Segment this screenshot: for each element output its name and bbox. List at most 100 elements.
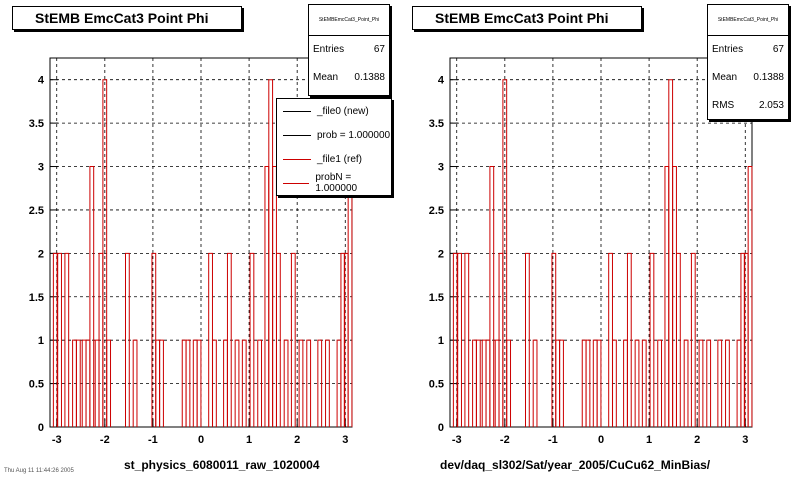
- histogram-bin: [747, 166, 753, 427]
- x-tick-label: 1: [646, 434, 652, 446]
- histogram-bin: [502, 79, 508, 427]
- stats-mean-label: Mean: [712, 72, 738, 83]
- histogram-bin: [185, 339, 191, 427]
- histogram-bin: [725, 339, 730, 427]
- histogram-bin: [226, 252, 232, 427]
- histogram-bin: [102, 79, 108, 427]
- stats-box-left: StEMBEmcCat3_Point_Phi Entries 67 Mean 0…: [308, 4, 390, 96]
- y-tick-label: 2.5: [429, 205, 444, 217]
- histogram-bin: [585, 339, 591, 427]
- histogram-bin: [457, 252, 462, 427]
- histogram-bin: [475, 339, 481, 427]
- histogram-bin: [317, 339, 323, 427]
- x-tick-label: 0: [598, 434, 604, 446]
- x-tick-label: -2: [500, 434, 510, 446]
- histogram-bin: [690, 252, 696, 427]
- histogram-bin: [596, 339, 602, 427]
- stats-box-right: StEMBEmcCat3_Point_Phi Entries 67 Mean 0…: [707, 4, 789, 120]
- histogram-bin: [706, 339, 712, 427]
- y-tick-label: 3: [38, 162, 44, 174]
- histogram-bin: [257, 339, 263, 427]
- x-tick-label: 1: [246, 434, 252, 446]
- stats-entries-row: Entries 67: [309, 36, 389, 64]
- y-tick-label: 3: [438, 162, 444, 174]
- histogram-bin: [525, 252, 530, 427]
- x-axis-label-right: dev/daq_sl302/Sat/year_2005/CuCu62_MinBi…: [440, 458, 711, 472]
- footer-timestamp: Thu Aug 11 11:44:26 2005: [4, 468, 74, 474]
- histogram-bin: [57, 252, 62, 427]
- histogram-bin: [249, 252, 255, 427]
- stats-mean-label: Mean: [313, 72, 339, 83]
- x-tick-label: -3: [452, 434, 462, 446]
- histogram-bin: [52, 252, 58, 427]
- legend-swatch: [283, 158, 311, 160]
- histogram-bin: [325, 339, 330, 427]
- stats-mean-value: 0.1388: [753, 72, 784, 83]
- stats-rms-row: RMS 2.053: [708, 92, 788, 120]
- x-tick-label: 2: [294, 434, 300, 446]
- legend-swatch: [283, 110, 311, 112]
- legend-swatch: [283, 134, 311, 136]
- x-tick-label: 2: [694, 434, 700, 446]
- histogram-bin: [241, 339, 247, 427]
- stats-entries-value: 67: [373, 44, 385, 55]
- histogram-bin: [489, 166, 495, 427]
- stats-rms-label: RMS: [712, 100, 735, 111]
- histogram-bin: [626, 252, 632, 427]
- histogram-bin: [452, 252, 458, 427]
- histogram-bin: [298, 339, 304, 427]
- histogram-bin: [506, 339, 512, 427]
- stats-header: StEMBEmcCat3_Point_Phi: [708, 5, 788, 36]
- legend-label: prob = 1.000000: [317, 129, 391, 141]
- histogram-plot-right: -3 -2 -1 0 1 2 3 0 0.5 1 1.5 2 2.5 3 3.5 4: [429, 57, 753, 446]
- histogram-bin: [212, 339, 217, 427]
- plot-title-left: StEMB EmcCat3 Point Phi: [12, 6, 242, 30]
- y-tick-label: 1: [38, 335, 44, 347]
- histogram-bin: [290, 252, 296, 427]
- histogram-bin: [159, 339, 164, 427]
- stats-entries-label: Entries: [712, 44, 744, 55]
- x-tick-label: 3: [742, 434, 748, 446]
- histogram-bin: [649, 252, 655, 427]
- legend-entry-probn: probN = 1.000000: [277, 171, 391, 195]
- legend-swatch: [283, 182, 310, 184]
- histogram-bin: [464, 252, 470, 427]
- histogram-bin: [717, 339, 723, 427]
- x-tick-label: -1: [148, 434, 158, 446]
- legend-label: _file0 (new): [317, 105, 369, 117]
- y-tick-label: 2.5: [29, 205, 44, 217]
- stats-mean-row: Mean 0.1388: [309, 64, 389, 92]
- legend-label: probN = 1.000000: [315, 172, 358, 194]
- x-tick-label: 3: [342, 434, 348, 446]
- legend-box: _file0 (new) prob = 1.000000 _file1 (ref…: [276, 98, 392, 196]
- histogram-bin: [283, 339, 289, 427]
- histogram-bin: [234, 339, 240, 427]
- y-tick-label: 0.5: [429, 379, 444, 391]
- x-tick-label: -2: [100, 434, 110, 446]
- stats-entries-value: 67: [772, 44, 784, 55]
- plot-title-right: StEMB EmcCat3 Point Phi: [412, 6, 642, 30]
- histogram-bin: [683, 339, 689, 427]
- y-tick-label: 0: [38, 422, 44, 434]
- histogram-bin: [657, 339, 663, 427]
- histogram-bin: [89, 166, 95, 427]
- y-tick-label: 0.5: [29, 379, 44, 391]
- histogram-bin: [641, 339, 647, 427]
- histogram-bin: [75, 339, 81, 427]
- y-tick-label: 2: [38, 248, 44, 260]
- legend-label: _file1 (ref): [317, 153, 363, 165]
- histogram-bin: [532, 339, 538, 427]
- y-tick-label: 4: [438, 75, 445, 87]
- y-tick-label: 3.5: [429, 118, 444, 130]
- histogram-bin: [64, 252, 70, 427]
- x-axis-label-left: st_physics_6080011_raw_1020004: [124, 458, 320, 472]
- stats-mean-row: Mean 0.1388: [708, 64, 788, 92]
- legend-entry-prob: prob = 1.000000: [277, 123, 391, 147]
- histogram-bin: [306, 339, 312, 427]
- legend-entry-file0: _file0 (new): [277, 99, 391, 123]
- y-tick-label: 1: [438, 335, 444, 347]
- histogram-bin: [276, 252, 281, 427]
- y-tick-label: 2: [438, 248, 444, 260]
- y-tick-label: 0: [438, 422, 444, 434]
- legend-entry-file1: _file1 (ref): [277, 147, 391, 171]
